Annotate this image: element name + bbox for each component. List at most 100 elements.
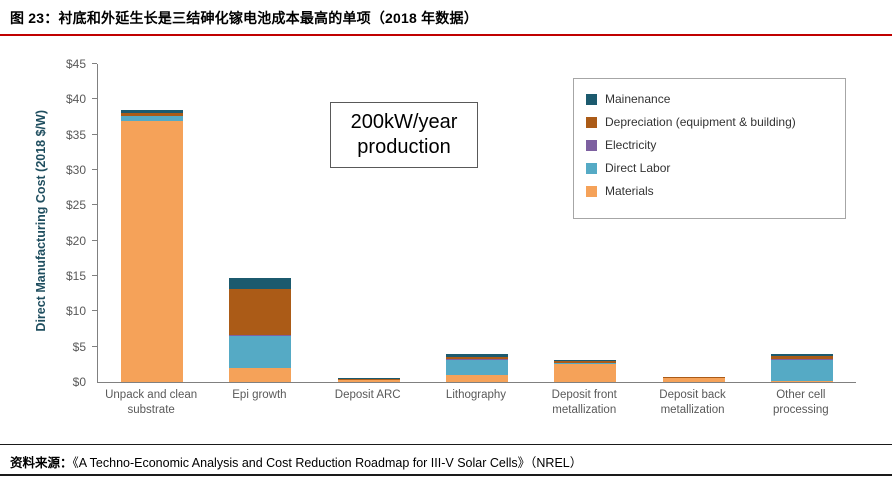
y-tick-label: $35: [65, 127, 86, 142]
y-axis-title: Direct Manufacturing Cost (2018 $/W): [34, 60, 48, 382]
bar-segment: [445, 353, 508, 357]
bar-segment: [554, 360, 617, 363]
legend-swatch: [586, 139, 597, 151]
x-category-label: Epi growth: [232, 389, 287, 401]
y-tick-mark: [92, 239, 97, 241]
legend-label: Depreciation (equipment & building): [605, 115, 796, 129]
y-tick-mark: [92, 63, 97, 64]
bar-segment: [121, 109, 184, 113]
bar-segment: [445, 356, 508, 360]
plot-area: [92, 63, 856, 383]
legend-item: Electricity: [586, 138, 833, 152]
bar-segment: [121, 115, 184, 117]
y-tick-mark: [92, 345, 97, 347]
stacked-bar: [662, 64, 725, 382]
stacked-bar: [554, 64, 617, 382]
footer-rule-top: [0, 444, 892, 445]
bar-group: [748, 64, 856, 382]
x-axis-labels: Unpack and clean substrate Epi growth Depo…: [97, 388, 855, 418]
y-axis-ticks: $0 $5 $10 $15 $20 $25 $30 $35 $40 $45: [52, 57, 92, 389]
stacked-bar: [121, 64, 184, 382]
title-rule: [0, 34, 892, 36]
bar-group: [98, 64, 206, 382]
y-tick-label: $0: [72, 375, 86, 389]
bar-segment: [337, 380, 400, 382]
bar-group: [639, 64, 747, 382]
y-tick-label: $10: [65, 304, 86, 319]
y-tick-mark: [92, 98, 97, 100]
x-category-label: Other cell processing: [773, 389, 829, 416]
bar-segment: [229, 336, 292, 368]
legend-label: Mainenance: [605, 92, 671, 106]
legend-item: Mainenance: [586, 92, 833, 106]
bar-segment: [770, 380, 833, 382]
y-tick-mark: [92, 275, 97, 276]
footer-rule-bottom: [0, 474, 892, 476]
y-tick-label: $40: [65, 92, 86, 107]
legend-swatch: [586, 185, 597, 197]
y-tick-label: $25: [65, 198, 86, 213]
legend-item: Depreciation (equipment & building): [586, 115, 833, 129]
bar-segment: [229, 334, 292, 337]
bar-segment: [445, 360, 508, 375]
bar-segment: [337, 378, 400, 380]
y-tick-mark: [92, 133, 97, 135]
source-line: 资料来源：《A Techno-Economic Analysis and Cos…: [10, 452, 582, 471]
x-category-label: Deposit front metallization: [551, 389, 617, 416]
bar-segment: [121, 120, 184, 382]
x-category-label: Deposit ARC: [334, 389, 401, 401]
y-tick-label: $5: [72, 339, 86, 354]
x-category-label: Unpack and clean substrate: [105, 389, 198, 416]
bar-group: [315, 64, 423, 382]
bar-group: [531, 64, 639, 382]
bar-segment: [770, 359, 833, 361]
bar-segment: [121, 112, 184, 116]
bar-group: [206, 64, 314, 382]
bar-segment: [770, 354, 833, 356]
legend: Mainenance Depreciation (equipment & buil…: [573, 78, 846, 219]
y-tick-mark: [92, 204, 97, 206]
legend-label: Materials: [605, 184, 654, 198]
y-axis-title-text: Direct Manufacturing Cost (2018 $/W): [34, 110, 48, 332]
bar-segment: [121, 116, 184, 121]
bar-segment: [554, 360, 617, 361]
stacked-bar: [445, 64, 508, 382]
y-tick-label: $30: [65, 163, 86, 177]
legend-swatch: [586, 93, 597, 105]
figure-title: 图 23：衬底和外延生长是三结砷化镓电池成本最高的单项（2018 年数据）: [10, 10, 478, 26]
legend-swatch: [586, 162, 597, 174]
bar-segment: [229, 278, 292, 289]
bar-segment: [337, 379, 400, 381]
bar-segment: [770, 355, 833, 360]
production-annotation: 200kW/year production: [330, 102, 478, 168]
y-tick-label: $15: [65, 269, 86, 283]
y-tick-mark: [92, 169, 97, 170]
source-prefix: 资料来源：: [10, 456, 73, 470]
legend-swatch: [586, 116, 597, 128]
bar-group: [423, 64, 531, 382]
bar-segment: [554, 364, 617, 382]
source-text: 《A Techno-Economic Analysis and Cost Red…: [72, 456, 583, 470]
bar-segment: [445, 359, 508, 361]
stacked-bar: [229, 64, 292, 382]
bars: [98, 64, 856, 382]
legend-item: Direct Labor: [586, 161, 833, 175]
stacked-bar: [337, 64, 400, 382]
bar-segment: [662, 378, 725, 382]
legend-label: Direct Labor: [605, 161, 671, 175]
bar-segment: [770, 360, 833, 381]
legend-label: Electricity: [605, 138, 657, 152]
x-category-label: Lithography: [445, 389, 507, 401]
bar-segment: [554, 362, 617, 365]
stacked-bar: [770, 64, 833, 382]
y-tick-label: $45: [65, 57, 86, 71]
bar-segment: [662, 377, 725, 379]
x-category-label: Deposit back metallization: [659, 389, 726, 416]
bar-segment: [445, 374, 508, 382]
bar-segment: [229, 367, 292, 382]
y-tick-mark: [92, 310, 97, 312]
legend-item: Materials: [586, 184, 833, 198]
bar-segment: [229, 288, 292, 335]
y-tick-label: $20: [65, 233, 86, 248]
